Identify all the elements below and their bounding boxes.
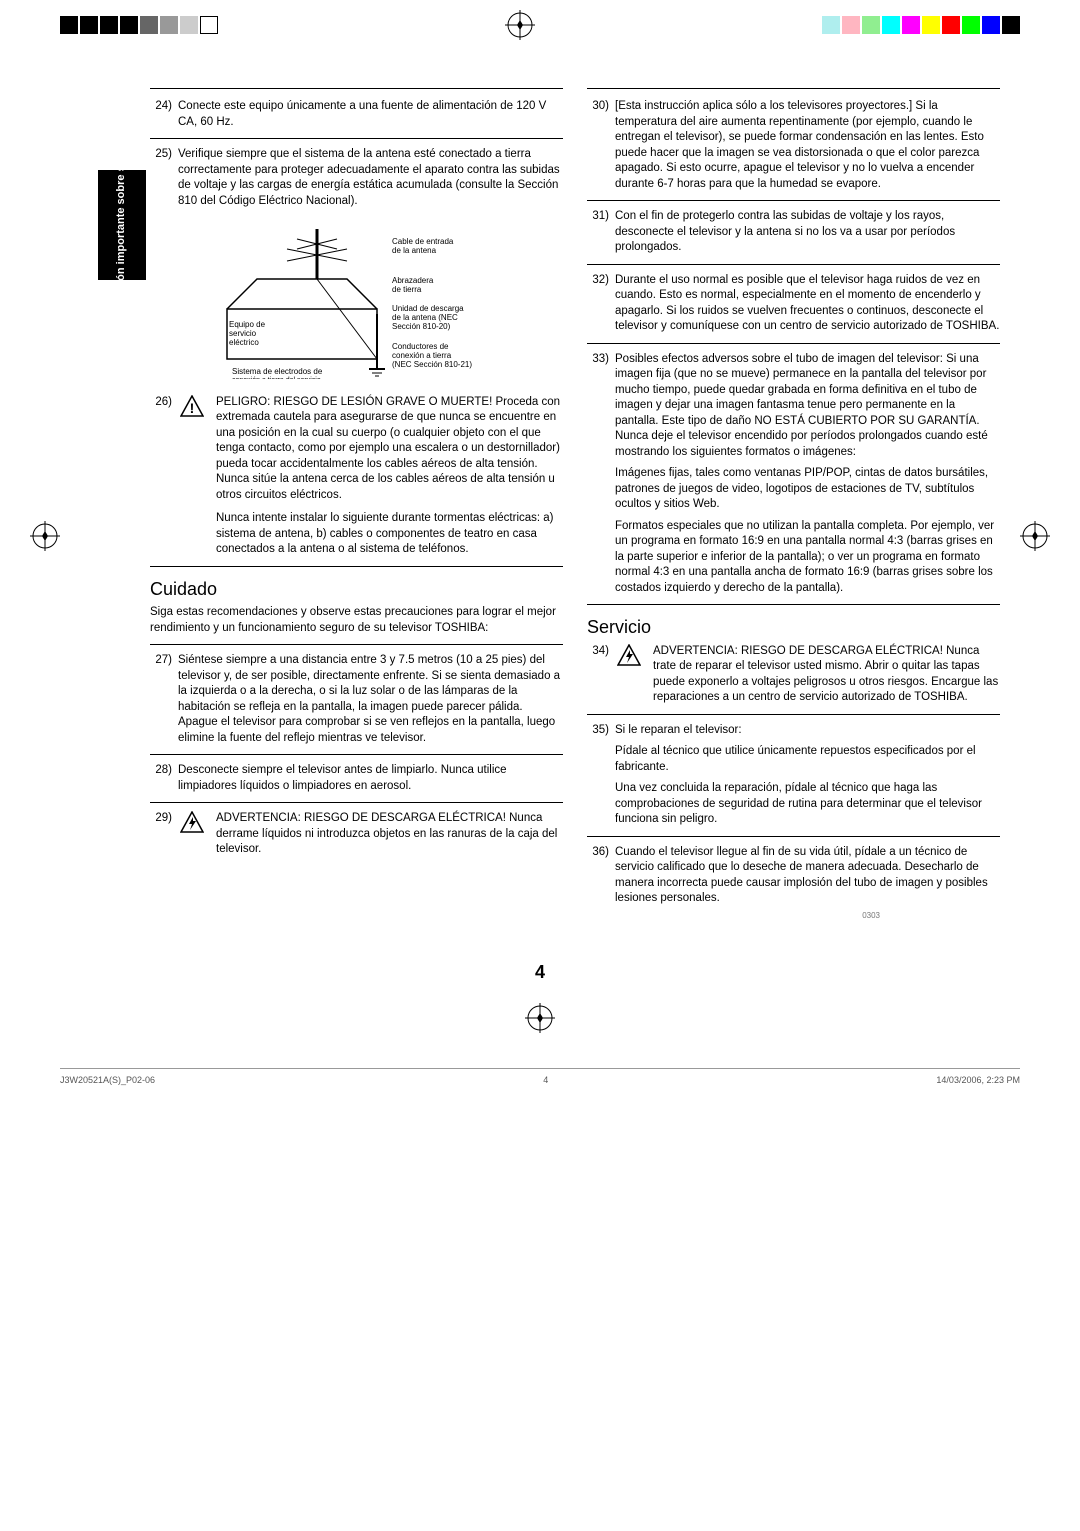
- divider: [587, 200, 1000, 201]
- divider: [587, 343, 1000, 344]
- item-number: 24): [150, 99, 172, 130]
- rule: [587, 88, 1000, 89]
- crop-boxes-left: [60, 16, 218, 34]
- rule: [150, 88, 563, 89]
- svg-text:de tierra: de tierra: [392, 285, 422, 294]
- shock-warning-icon: [180, 811, 204, 839]
- section-heading-servicio: Servicio: [587, 615, 1000, 639]
- item-text: Posibles efectos adversos sobre el tubo …: [615, 352, 1000, 461]
- item-text: Verifique siempre que el sistema de la a…: [178, 147, 563, 209]
- item-number: 28): [150, 763, 172, 794]
- side-tab-label: Información importante sobre seguridad: [115, 119, 128, 330]
- printer-marks-top: [0, 0, 1080, 40]
- shock-warning-icon: [617, 644, 641, 672]
- registration-mark-bottom: [0, 1003, 1080, 1038]
- svg-text:Conductores de: Conductores de: [392, 342, 449, 351]
- cuidado-intro: Siga estas recomendaciones y observe est…: [150, 605, 563, 636]
- item-number: 31): [587, 209, 609, 256]
- item-35-bullet-2: Una vez concluida la reparación, pídale …: [587, 781, 1000, 828]
- section-heading-cuidado: Cuidado: [150, 577, 563, 601]
- item-35-bullet-1: Pídale al técnico que utilice únicamente…: [587, 744, 1000, 775]
- side-registration-marks: [0, 521, 1080, 551]
- item-28: 28) Desconecte siempre el televisor ante…: [150, 763, 563, 794]
- item-30: 30) [Esta instrucción aplica sólo a los …: [587, 99, 1000, 192]
- antenna-diagram: Cable de entrada de la antena Abrazadera…: [150, 219, 563, 385]
- svg-text:conexión a tierra: conexión a tierra: [392, 351, 452, 360]
- footer-date: 14/03/2006, 2:23 PM: [936, 1075, 1020, 1085]
- svg-text:(NEC Sección 810-21): (NEC Sección 810-21): [392, 360, 472, 369]
- divider: [587, 714, 1000, 715]
- item-25: 25) Verifique siempre que el sistema de …: [150, 147, 563, 209]
- item-number: 25): [150, 147, 172, 209]
- svg-text:Equipo de: Equipo de: [229, 320, 266, 329]
- right-column: 30) [Esta instrucción aplica sólo a los …: [587, 80, 1000, 922]
- footer-file: J3W20521A(S)_P02-06: [60, 1075, 155, 1085]
- item-34: 34) ADVERTENCIA: RIESGO DE DESCARGA ELÉC…: [587, 644, 1000, 706]
- svg-text:de la antena: de la antena: [392, 246, 437, 255]
- item-heading: ADVERTENCIA: RIESGO DE DESCARGA ELÉCTRIC…: [216, 812, 506, 824]
- item-number: 34): [587, 644, 609, 706]
- item-text: Durante el uso normal es posible que el …: [615, 273, 1000, 335]
- item-number: 35): [587, 723, 609, 739]
- item-number: 36): [587, 845, 609, 907]
- crop-boxes-right: [822, 16, 1020, 34]
- item-29: 29) ADVERTENCIA: RIESGO DE DESCARGA ELÉC…: [150, 811, 563, 858]
- svg-text:Sección 810-20): Sección 810-20): [392, 322, 451, 331]
- item-text: Cuando el televisor llegue al fin de su …: [615, 845, 1000, 907]
- left-column: 24) Conecte este equipo únicamente a una…: [150, 80, 563, 922]
- divider: [150, 138, 563, 139]
- item-31: 31) Con el fin de protegerlo contra las …: [587, 209, 1000, 256]
- item-32: 32) Durante el uso normal es posible que…: [587, 273, 1000, 335]
- item-number: 33): [587, 352, 609, 461]
- item-35: 35) Si le reparan el televisor:: [587, 723, 1000, 739]
- item-text: Proceda con extremada cautela para asegu…: [216, 396, 560, 501]
- item-number: 30): [587, 99, 609, 192]
- side-tab: Información importante sobre seguridad: [98, 170, 146, 280]
- svg-text:conexión a tierra del servicio: conexión a tierra del servicio: [232, 377, 321, 379]
- warning-triangle-icon: !: [180, 395, 204, 423]
- item-33: 33) Posibles efectos adversos sobre el t…: [587, 352, 1000, 461]
- item-36: 36) Cuando el televisor llegue al fin de…: [587, 845, 1000, 907]
- svg-text:eléctrico: eléctrico: [229, 338, 259, 347]
- item-24: 24) Conecte este equipo únicamente a una…: [150, 99, 563, 130]
- svg-text:servicio: servicio: [229, 329, 257, 338]
- item-text: Siéntese siempre a una distancia entre 3…: [178, 653, 563, 746]
- item-text: Desconecte siempre el televisor antes de…: [178, 763, 563, 794]
- divider: [150, 802, 563, 803]
- item-number: 32): [587, 273, 609, 335]
- svg-text:de la antena (NEC: de la antena (NEC: [392, 313, 458, 322]
- footer-page: 4: [543, 1075, 548, 1085]
- item-33-bullet-1: Imágenes fijas, tales como ventanas PIP/…: [587, 466, 1000, 513]
- footer: J3W20521A(S)_P02-06 4 14/03/2006, 2:23 P…: [60, 1068, 1020, 1085]
- item-number: 27): [150, 653, 172, 746]
- footer-code: 0303: [587, 911, 1000, 922]
- svg-text:!: !: [190, 400, 195, 416]
- divider: [587, 264, 1000, 265]
- rule: [587, 604, 1000, 605]
- svg-text:Sistema de electrodos de: Sistema de electrodos de: [232, 367, 323, 376]
- item-number: 29): [150, 811, 172, 858]
- item-text: Conecte este equipo únicamente a una fue…: [178, 99, 563, 130]
- svg-text:Cable de entrada: Cable de entrada: [392, 237, 454, 246]
- divider: [150, 754, 563, 755]
- rule: [150, 566, 563, 567]
- svg-text:Unidad de descarga: Unidad de descarga: [392, 304, 464, 313]
- item-27: 27) Siéntese siempre a una distancia ent…: [150, 653, 563, 746]
- item-heading: PELIGRO: RIESGO DE LESIÓN GRAVE O MUERTE…: [216, 396, 492, 408]
- item-heading: ADVERTENCIA: RIESGO DE DESCARGA ELÉCTRIC…: [653, 645, 943, 657]
- item-text: Con el fin de protegerlo contra las subi…: [615, 209, 1000, 256]
- divider: [587, 836, 1000, 837]
- item-text: Si le reparan el televisor:: [615, 723, 1000, 739]
- svg-text:Abrazadera: Abrazadera: [392, 276, 434, 285]
- item-text: [Esta instrucción aplica sólo a los tele…: [615, 99, 1000, 192]
- page-content: 24) Conecte este equipo únicamente a una…: [0, 40, 1080, 952]
- registration-mark-top: [505, 10, 535, 40]
- page-number: 4: [0, 962, 1080, 983]
- divider: [150, 644, 563, 645]
